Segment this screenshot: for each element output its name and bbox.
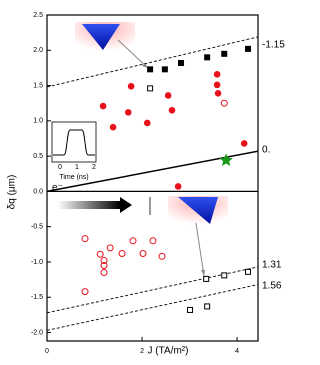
arrow-head: [201, 270, 205, 276]
point: [214, 90, 222, 97]
inset-x-label: Time (ns): [59, 174, 88, 181]
point: [221, 272, 228, 279]
point: [161, 66, 168, 73]
x-tick-label: 4: [235, 348, 239, 355]
point: [187, 306, 194, 313]
arrow: [195, 222, 205, 277]
point: [245, 268, 252, 275]
point: [147, 85, 154, 92]
fit-line: [46, 150, 259, 193]
fit-line: [46, 284, 259, 331]
y-axis-label: δq (μm): [7, 175, 18, 210]
x-tick-label: 0: [45, 348, 49, 355]
inset-frame: [51, 121, 97, 163]
e-arrow: [58, 201, 120, 209]
y-tick-label: -0.5: [31, 224, 43, 231]
point: [127, 82, 135, 90]
point: [149, 237, 157, 245]
annotation: 1.56: [262, 281, 282, 292]
point: [129, 237, 137, 245]
point: [143, 119, 151, 127]
y-tick-label: 1.0: [33, 118, 43, 125]
point: [174, 183, 182, 190]
point: [147, 66, 154, 73]
point: [81, 288, 89, 296]
annotation: e⁻: [52, 183, 63, 194]
point: [168, 106, 176, 114]
chart: 2.52.01.51.00.50.0-0.5-1.0-1.5-2.00 2 4J (…: [7, 12, 286, 357]
y-tick-label: -1.5: [31, 294, 43, 301]
y-tick-label: 0.5: [33, 153, 43, 160]
layout: [51, 22, 228, 277]
annotation: 0.: [262, 145, 270, 156]
annotation: -1.15: [262, 40, 285, 51]
y-tick-label: 2.0: [33, 47, 43, 54]
y-tick-label: -1.0: [31, 259, 43, 266]
fit-line: [46, 266, 259, 314]
inset-curve: [53, 129, 95, 156]
point: [219, 153, 233, 167]
y-tick-label: 1.5: [33, 82, 43, 89]
point: [100, 269, 108, 277]
inset-tick-label: 1: [75, 164, 79, 171]
plot-frame: [46, 14, 259, 342]
e-arrow-head: [120, 197, 132, 213]
point: [221, 50, 228, 57]
point: [109, 123, 117, 131]
x-tick-label: 2: [140, 348, 144, 355]
point: [220, 99, 228, 107]
point: [106, 244, 114, 252]
point: [96, 250, 104, 258]
point: [240, 140, 248, 147]
image-triangle: [178, 197, 218, 224]
inset-tick-label: 2: [92, 164, 96, 171]
arrow-head: [142, 63, 148, 68]
image-triangle: [82, 24, 120, 50]
point: [99, 102, 107, 110]
point: [118, 250, 126, 258]
y-tick-label: 2.5: [33, 12, 43, 19]
point: [139, 250, 147, 258]
point: [124, 109, 132, 116]
point: [204, 303, 211, 310]
arrow: [117, 39, 149, 69]
point: [203, 275, 210, 282]
y-tick-label: 0.0: [33, 188, 43, 195]
point: [100, 257, 108, 265]
y-tick-label: -2.0: [31, 329, 43, 336]
point: [213, 70, 221, 78]
fit-line: [46, 36, 259, 88]
point: [164, 92, 172, 99]
point: [178, 59, 185, 66]
point: [245, 45, 252, 52]
inset-tick-label: 0: [58, 164, 62, 171]
point: [204, 54, 211, 61]
point: [158, 252, 166, 260]
point: [81, 235, 89, 243]
annotation: 1.31: [262, 260, 282, 271]
x-axis-label: J (TA/m²): [148, 346, 189, 357]
point: [213, 81, 221, 89]
point: [100, 261, 108, 269]
